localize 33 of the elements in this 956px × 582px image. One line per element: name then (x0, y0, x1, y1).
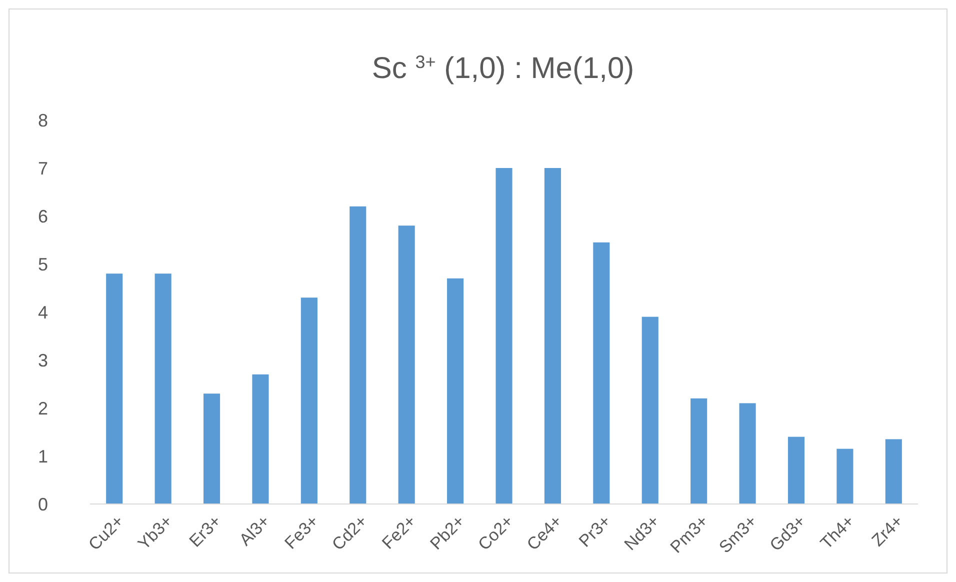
bar (885, 439, 902, 504)
bar (300, 298, 318, 504)
bar (106, 274, 123, 504)
x-tick-label: Yb3+ (134, 512, 176, 554)
bar (788, 436, 805, 504)
x-tick-label: Zr4+ (868, 512, 907, 550)
y-tick-label: 4 (38, 302, 48, 322)
y-tick-label: 5 (38, 254, 48, 274)
y-tick-label: 8 (38, 110, 48, 130)
bar (447, 278, 464, 504)
bar (496, 168, 512, 504)
x-tick-label: Al3+ (236, 512, 274, 550)
x-tick-label: Er3+ (186, 512, 225, 551)
bar (593, 242, 610, 504)
y-tick-label: 1 (38, 446, 48, 466)
bar (642, 316, 658, 504)
bar (544, 168, 561, 504)
y-tick-label: 0 (38, 494, 48, 514)
bar (154, 274, 172, 504)
x-tick-label: Th4+ (816, 512, 858, 553)
chart-title: Sc $^{3+}$ (1,0) : Me(1,0) (372, 52, 634, 85)
bar (690, 398, 708, 504)
bar (398, 226, 415, 504)
bar (252, 374, 269, 504)
bar (739, 403, 756, 504)
bar (836, 448, 854, 504)
bar (203, 394, 220, 504)
y-tick-label: 6 (38, 206, 48, 226)
y-tick-label: 2 (38, 398, 48, 418)
bar (350, 206, 366, 504)
x-tick-label: Pr3+ (575, 512, 614, 551)
y-tick-label: 3 (38, 350, 48, 370)
y-tick-label: 7 (38, 158, 48, 178)
